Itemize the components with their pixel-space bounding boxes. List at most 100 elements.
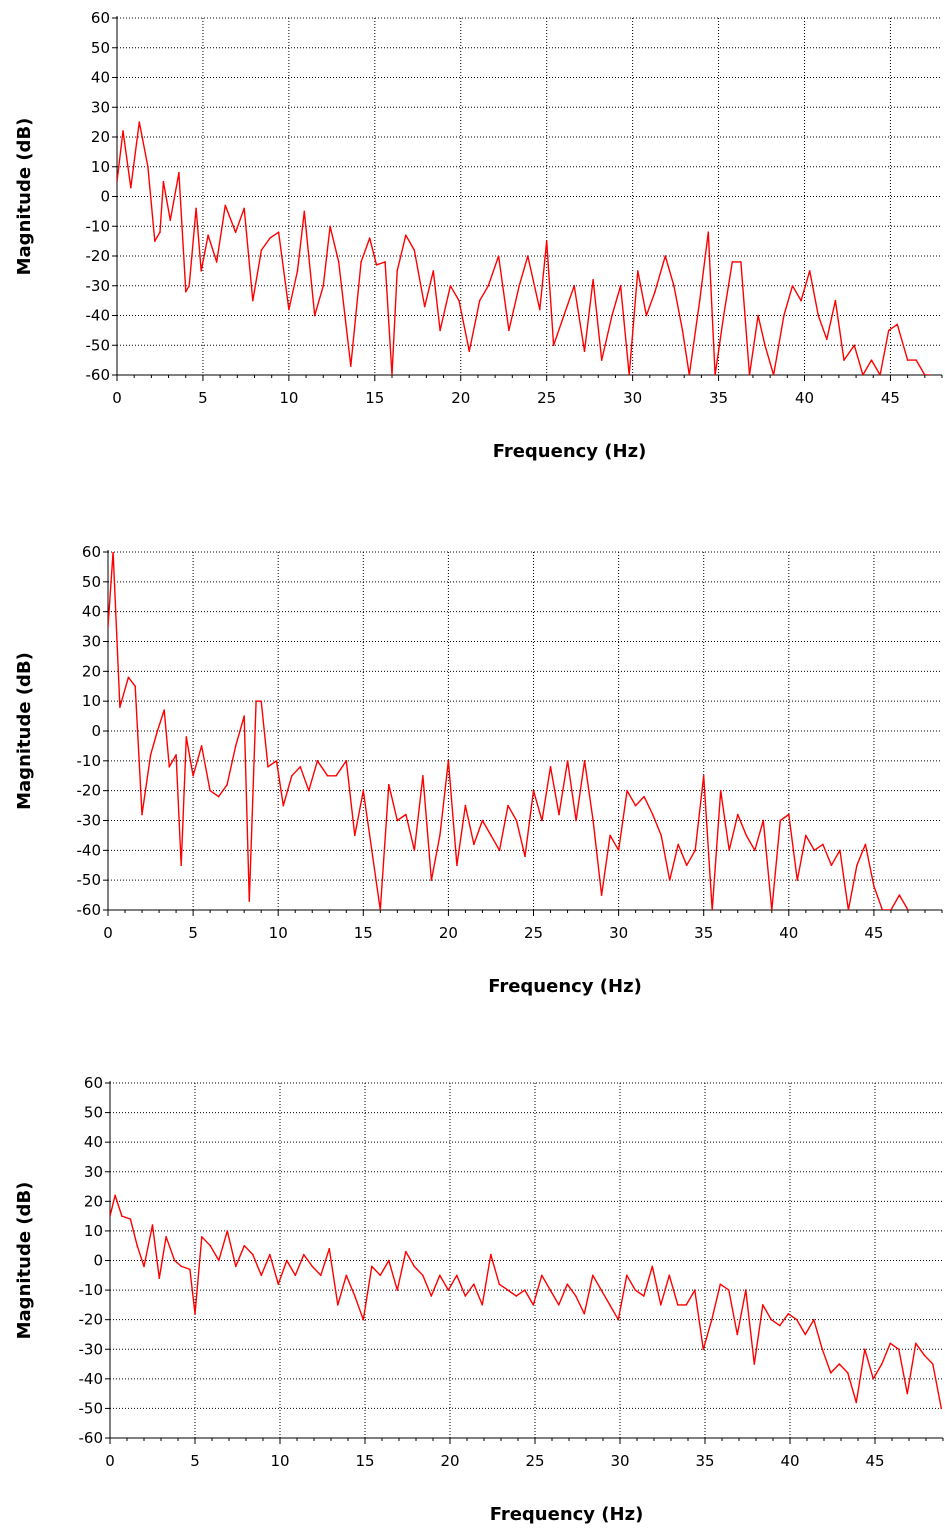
data-point bbox=[349, 365, 352, 367]
data-point bbox=[404, 234, 407, 236]
data-point bbox=[388, 1259, 390, 1262]
data-point bbox=[558, 813, 560, 816]
data-point bbox=[449, 284, 452, 287]
data-point bbox=[887, 329, 890, 332]
data-point bbox=[549, 766, 552, 768]
data-point bbox=[464, 1295, 467, 1297]
data-point bbox=[316, 760, 319, 762]
y-tick-label: 50 bbox=[84, 1104, 103, 1122]
data-point bbox=[286, 1259, 288, 1262]
data-point bbox=[862, 374, 864, 375]
data-point bbox=[156, 730, 159, 732]
y-tick-label: -40 bbox=[79, 1370, 104, 1388]
data-point bbox=[870, 359, 873, 361]
y-tick-label: -10 bbox=[86, 217, 111, 235]
data-point bbox=[498, 1283, 501, 1285]
data-point bbox=[719, 1283, 722, 1285]
y-tick-label: 20 bbox=[84, 1192, 103, 1210]
y-tick-label: 60 bbox=[82, 543, 101, 561]
data-point bbox=[456, 1274, 458, 1277]
x-tick-label: 45 bbox=[864, 924, 883, 942]
data-point bbox=[405, 813, 407, 816]
data-point bbox=[906, 359, 909, 361]
data-point bbox=[830, 864, 833, 867]
data-point bbox=[391, 374, 393, 375]
data-point bbox=[209, 789, 211, 792]
data-point bbox=[838, 1363, 841, 1365]
data-point bbox=[566, 1283, 569, 1285]
y-tick-label: -10 bbox=[79, 1281, 104, 1299]
data-point bbox=[114, 1194, 116, 1197]
data-point bbox=[800, 299, 802, 302]
data-point bbox=[487, 284, 490, 287]
data-point bbox=[685, 1304, 688, 1306]
data-point bbox=[337, 261, 340, 263]
y-tick-label: 30 bbox=[84, 1163, 103, 1181]
data-point bbox=[371, 849, 373, 852]
data-point bbox=[234, 745, 237, 747]
x-tick-label: 25 bbox=[525, 1452, 544, 1470]
data-point bbox=[159, 231, 161, 233]
y-tick-label: -60 bbox=[86, 366, 111, 384]
data-point bbox=[808, 270, 811, 272]
data-point bbox=[643, 795, 645, 798]
data-point bbox=[243, 1244, 246, 1247]
x-tick-label: 5 bbox=[190, 1452, 200, 1470]
data-point bbox=[458, 299, 460, 302]
data-point bbox=[575, 1295, 577, 1297]
data-point bbox=[770, 1318, 773, 1321]
series-line bbox=[117, 121, 930, 375]
data-point bbox=[192, 774, 194, 777]
data-point bbox=[592, 819, 594, 822]
data-point bbox=[714, 374, 716, 375]
chart-2: 60 50 40 30 20 10 0 -10 -20 -30 -40 -50 -60 0 5 10 15 20 2… bbox=[0, 530, 945, 1020]
y-tick-label: 40 bbox=[91, 69, 110, 87]
data-point bbox=[932, 1363, 934, 1365]
data-point bbox=[668, 879, 671, 881]
data-point bbox=[432, 270, 435, 272]
data-point bbox=[129, 186, 132, 189]
y-tick-label: 10 bbox=[91, 158, 110, 176]
data-point bbox=[694, 1289, 696, 1291]
x-tick-label: 30 bbox=[610, 1452, 629, 1470]
data-point bbox=[243, 715, 245, 717]
data-point bbox=[890, 909, 892, 910]
data-point bbox=[149, 754, 152, 756]
data-point bbox=[764, 344, 766, 347]
y-tick-label: -40 bbox=[86, 307, 111, 325]
data-point bbox=[796, 879, 799, 881]
data-point bbox=[779, 819, 782, 822]
data-point bbox=[748, 374, 751, 375]
data-point bbox=[719, 789, 722, 792]
data-point bbox=[745, 1289, 747, 1291]
x-tick-label: 20 bbox=[440, 1452, 459, 1470]
data-point bbox=[413, 849, 416, 852]
chart-1: 60 50 40 30 20 10 0 -10 -20 -30 -40 -50 -60 0 5 10 15 20 2… bbox=[0, 0, 945, 490]
data-point bbox=[736, 1333, 739, 1336]
y-tick-label: -30 bbox=[79, 1340, 104, 1358]
x-tick-label: 0 bbox=[112, 389, 122, 407]
data-point bbox=[711, 909, 714, 910]
data-point bbox=[855, 1401, 858, 1404]
y-tick-label: 20 bbox=[91, 128, 110, 146]
data-point bbox=[864, 843, 867, 846]
data-point bbox=[178, 171, 180, 174]
data-point bbox=[702, 1348, 705, 1351]
data-point bbox=[388, 783, 390, 786]
data-point bbox=[110, 1215, 111, 1217]
data-point bbox=[600, 894, 603, 896]
data-point bbox=[490, 834, 492, 837]
data-point bbox=[698, 299, 701, 302]
data-point bbox=[541, 819, 543, 822]
data-point bbox=[260, 1274, 263, 1277]
data-point bbox=[898, 1348, 900, 1351]
y-tick-label: -30 bbox=[86, 277, 111, 295]
data-point bbox=[879, 374, 881, 375]
data-point bbox=[651, 813, 654, 816]
data-point bbox=[524, 1289, 526, 1291]
x-tick-label: 15 bbox=[355, 1452, 374, 1470]
data-point bbox=[168, 766, 171, 768]
data-point bbox=[645, 314, 648, 317]
data-point bbox=[308, 789, 310, 792]
data-point bbox=[329, 225, 331, 228]
